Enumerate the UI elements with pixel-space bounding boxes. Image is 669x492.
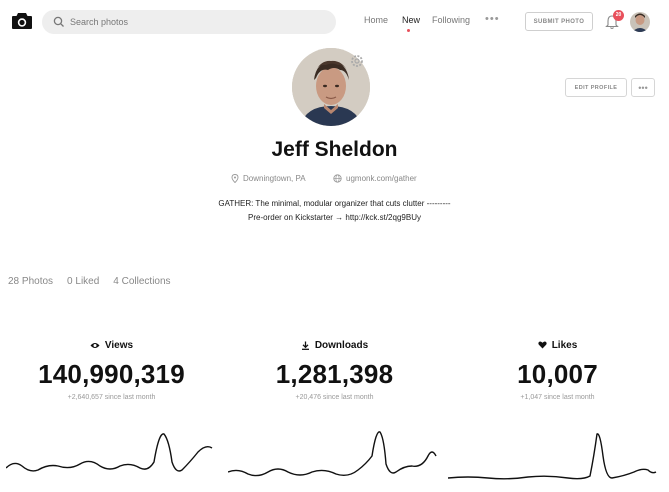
downloads-trend-sparkline xyxy=(228,431,437,477)
stat-views-value: 140,990,319 xyxy=(38,359,185,389)
profile-location: Downingtown, PA xyxy=(231,174,306,183)
submit-photo-button[interactable]: SUBMIT PHOTO xyxy=(525,12,593,31)
eye-icon xyxy=(90,342,100,348)
likes-trend-sparkline xyxy=(448,433,657,480)
active-nav-indicator xyxy=(407,29,410,32)
search-bar xyxy=(42,10,336,34)
profile-website[interactable]: ugmonk.com/gather xyxy=(333,174,417,183)
tab-collections[interactable]: 4 Collections xyxy=(113,276,171,287)
gear-icon[interactable] xyxy=(350,54,364,68)
search-icon xyxy=(53,16,64,27)
stat-downloads-delta: +20,476 since last month xyxy=(295,394,374,401)
tab-photos[interactable]: 28 Photos xyxy=(8,276,54,287)
nav-home-link[interactable]: Home xyxy=(364,15,389,25)
nav-more-menu[interactable]: ••• xyxy=(485,13,500,25)
search-input[interactable] xyxy=(70,14,320,30)
stat-downloads-label: Downloads xyxy=(314,339,369,351)
profile-avatar xyxy=(292,48,370,126)
stat-likes-value: 10,007 xyxy=(517,359,598,389)
stat-views-delta: +2,640,657 since last month xyxy=(67,394,156,401)
edit-profile-button[interactable]: EDIT PROFILE xyxy=(565,78,627,97)
camera-icon[interactable] xyxy=(11,11,33,31)
profile-tabs: 28 Photos 0 Liked 4 Collections xyxy=(8,276,171,287)
stat-downloads: Downloads 1,281,398 +20,476 since last m… xyxy=(223,338,446,402)
stat-downloads-value: 1,281,398 xyxy=(275,359,394,389)
location-pin-icon xyxy=(231,174,239,183)
nav-following-link[interactable]: Following xyxy=(432,15,471,25)
profile-bio-link[interactable]: Pre-order on Kickstarter → http://kck.st… xyxy=(248,213,421,222)
views-trend-sparkline xyxy=(6,433,213,472)
tab-liked[interactable]: 0 Liked xyxy=(67,276,100,287)
stat-views-label: Views xyxy=(104,339,134,351)
top-navigation: Home New Following ••• SUBMIT PHOTO 20 xyxy=(0,0,669,44)
stat-likes: Likes 10,007 +1,047 since last month xyxy=(446,338,669,402)
user-avatar[interactable] xyxy=(630,12,650,32)
stat-likes-label: Likes xyxy=(551,339,578,351)
location-text: Downingtown, PA xyxy=(243,174,306,183)
nav-new-link[interactable]: New xyxy=(402,15,421,25)
profile-name: Jeff Sheldon xyxy=(271,138,398,161)
heart-icon xyxy=(538,341,547,349)
stat-likes-delta: +1,047 since last month xyxy=(520,394,595,401)
notification-badge: 20 xyxy=(613,10,624,21)
stat-views: Views 140,990,319 +2,640,657 since last … xyxy=(0,338,223,402)
download-icon xyxy=(301,341,309,350)
profile-more-button[interactable]: ••• xyxy=(631,78,655,97)
profile-bio-line: GATHER: The minimal, modular organizer t… xyxy=(218,199,451,208)
globe-icon xyxy=(333,174,342,183)
website-link[interactable]: ugmonk.com/gather xyxy=(346,174,417,183)
